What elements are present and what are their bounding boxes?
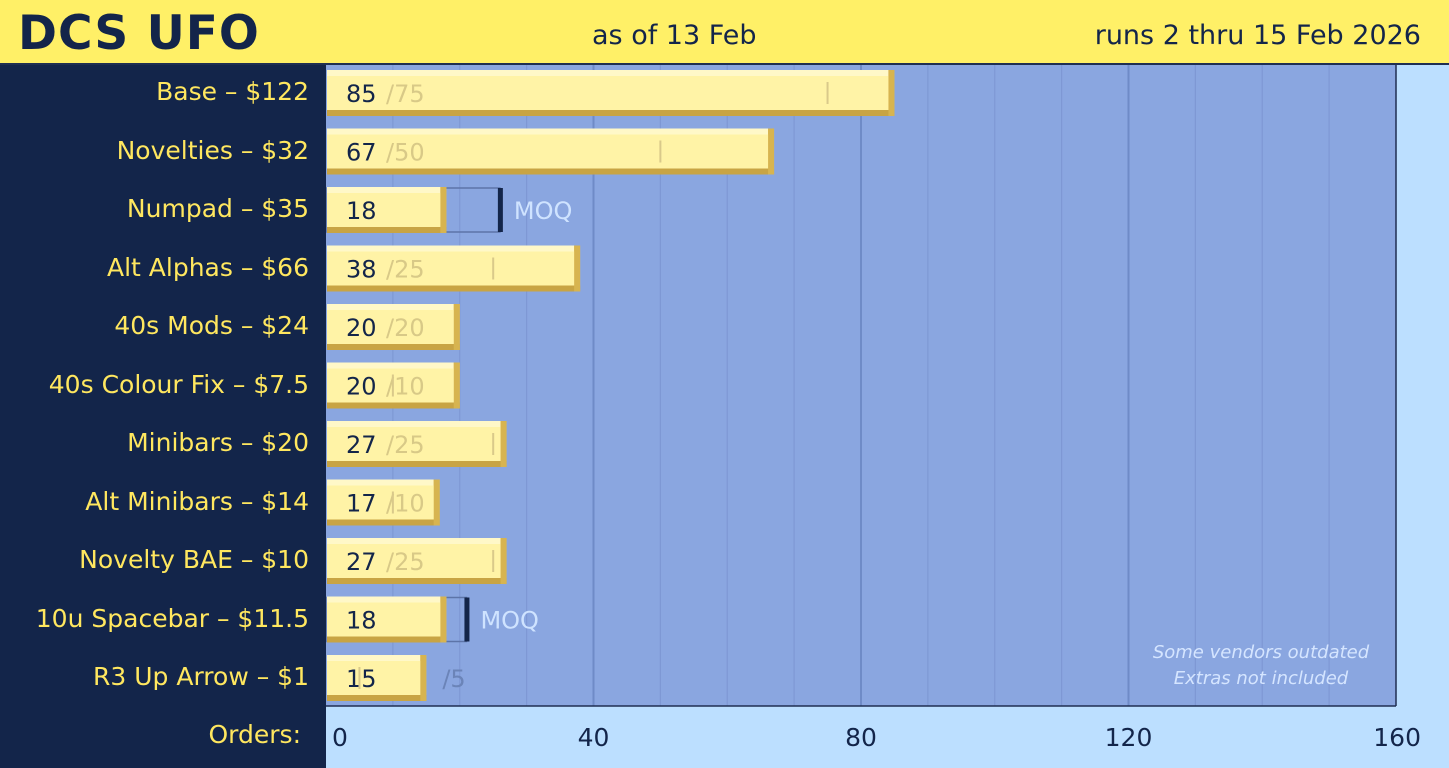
bar-edge [768,128,775,175]
target-label: /75 [386,80,425,108]
moq-label: MOQ [480,607,539,635]
category-label: Novelties – $32 [116,135,309,165]
tick-label: 160 [1373,723,1421,752]
target-label: /10 [386,490,425,518]
category-label: Novelty BAE – $10 [79,545,309,574]
bar-edge [433,479,440,526]
bar-highlight [327,596,441,603]
target-label: /5 [442,665,465,693]
bar-value-label: 17 [346,490,377,518]
bar-edge [440,596,447,643]
bar-shadow [327,519,440,526]
bar [327,193,441,227]
bar-shadow [327,461,507,467]
footnote-line-2: Extras not included [1173,668,1349,689]
bar [327,661,421,695]
category-label: Base – $122 [156,77,309,106]
bar-value-label: 20 [346,373,377,401]
bar-shadow [327,285,581,292]
bar-edge [453,304,460,350]
axis-label: Orders: [208,720,302,749]
bar-shadow [327,695,427,701]
category-panel: Base – $122 Novelties – $32 Numpad – $35 Al… [0,65,326,768]
bar-edge [888,70,895,116]
bar-highlight [327,245,575,252]
bar-highlight [327,655,421,661]
bar-shadow [327,110,895,116]
bar-value-label: 38 [346,256,377,284]
bar-value-label: 18 [346,197,377,225]
target-label: /25 [386,431,425,459]
tick-label: 120 [1105,723,1153,752]
target-label: /20 [386,314,425,342]
bar-edge [574,245,581,292]
target-label: /10 [386,373,425,401]
footnote: Some vendors outdated Extras not include… [1130,640,1392,692]
bar [327,251,575,286]
category-label: Numpad – $35 [126,194,309,223]
target-label: /25 [386,256,425,284]
moq-marker [497,188,503,232]
bar-value-label: 20 [346,314,377,342]
bar-highlight [327,128,769,135]
bar-edge [440,187,447,233]
header-bar: DCS UFO as of 13 Feb runs 2 thru 15 Feb … [0,0,1449,65]
category-label: Minibars – $20 [127,428,309,457]
bar-value-label: 85 [346,80,377,108]
tick-label: 40 [578,723,610,752]
bar [327,602,441,637]
bar-value-label: 18 [346,607,377,635]
category-label: Alt Alphas – $66 [106,252,309,282]
category-label: R3 Up Arrow – $1 [93,662,309,691]
bar [327,427,501,461]
as-of-date: as of 13 Feb [592,20,757,51]
bar-value-label: 67 [346,139,377,167]
bar-edge [500,421,507,467]
bar [327,134,769,169]
target-label: /50 [386,139,425,167]
bar [327,76,889,110]
bar-highlight [327,187,441,193]
bar [327,485,434,520]
bar [327,368,454,403]
bar-edge [420,655,427,701]
target-label: /25 [386,548,425,576]
bar [327,310,454,344]
bar [327,544,501,578]
brand-title: DCS UFO [18,6,260,61]
bar-highlight [327,421,501,427]
bar-shadow [327,402,460,409]
category-label: Alt Minibars – $14 [85,486,309,516]
bar-shadow [327,227,447,233]
bar-highlight [327,479,434,486]
bar-shadow [327,636,447,643]
category-label: 40s Colour Fix – $7.5 [48,369,309,399]
bar-shadow [327,168,775,175]
tick-label: 80 [845,723,877,752]
bar-value-label: 27 [346,431,377,459]
bar-value-label: 27 [346,548,377,576]
bar-edge [500,538,507,584]
bar-highlight [327,538,501,544]
bar-edge [453,362,460,409]
bar-highlight [327,304,454,310]
tick-label: 0 [332,723,348,752]
bar-shadow [327,578,507,584]
moq-label: MOQ [514,197,573,225]
bar-highlight [327,362,454,369]
moq-marker [464,597,470,642]
category-label: 40s Mods – $24 [114,311,309,340]
bar-value-label: 15 [346,665,377,693]
category-label: 10u Spacebar – $11.5 [35,603,309,633]
bar-highlight [327,70,889,76]
footnote-line-1: Some vendors outdated [1152,642,1370,663]
run-dates: runs 2 thru 15 Feb 2026 [1094,20,1421,51]
bar-shadow [327,344,460,350]
